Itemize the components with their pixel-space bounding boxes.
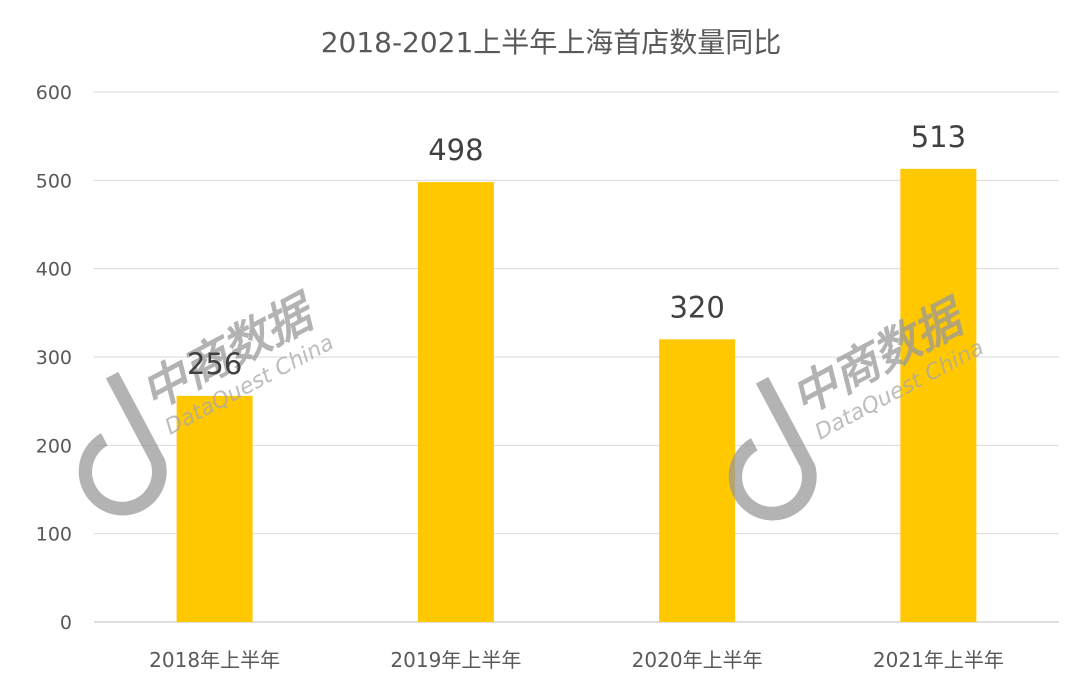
data-label-4: 513	[911, 120, 966, 154]
y-tick-label: 600	[36, 82, 72, 104]
x-axis-categories: 2018年上半年 2019年上半年 2020年上半年 2021年上半年	[149, 648, 1004, 672]
gridlines	[94, 91, 1059, 623]
category-label-2: 2019年上半年	[390, 648, 521, 672]
bar-4	[900, 168, 977, 622]
chart-title: 2018-2021上半年上海首店数量同比	[321, 26, 782, 59]
category-label-4: 2021年上半年	[873, 648, 1004, 672]
y-tick-label: 200	[36, 435, 72, 457]
category-label-3: 2020年上半年	[632, 648, 763, 672]
y-tick-label: 0	[60, 612, 72, 634]
y-axis-ticks: 0 100 200 300 400 500 600	[36, 82, 72, 634]
bar-3	[659, 339, 736, 622]
category-label-1: 2018年上半年	[149, 648, 280, 672]
y-tick-label: 100	[36, 524, 72, 546]
data-label-3: 320	[669, 290, 724, 324]
data-label-2: 498	[428, 133, 483, 167]
data-label-1: 256	[187, 347, 242, 381]
bars	[176, 168, 977, 622]
y-tick-label: 300	[36, 347, 72, 369]
watermark-logo-mark-icon	[728, 376, 817, 521]
bar-1	[176, 395, 253, 622]
watermark-logo-mark-icon	[78, 371, 167, 516]
bar-2	[417, 182, 494, 622]
data-labels: 256 498 320 513	[187, 120, 966, 381]
y-tick-label: 500	[36, 170, 72, 192]
y-tick-label: 400	[36, 259, 72, 281]
